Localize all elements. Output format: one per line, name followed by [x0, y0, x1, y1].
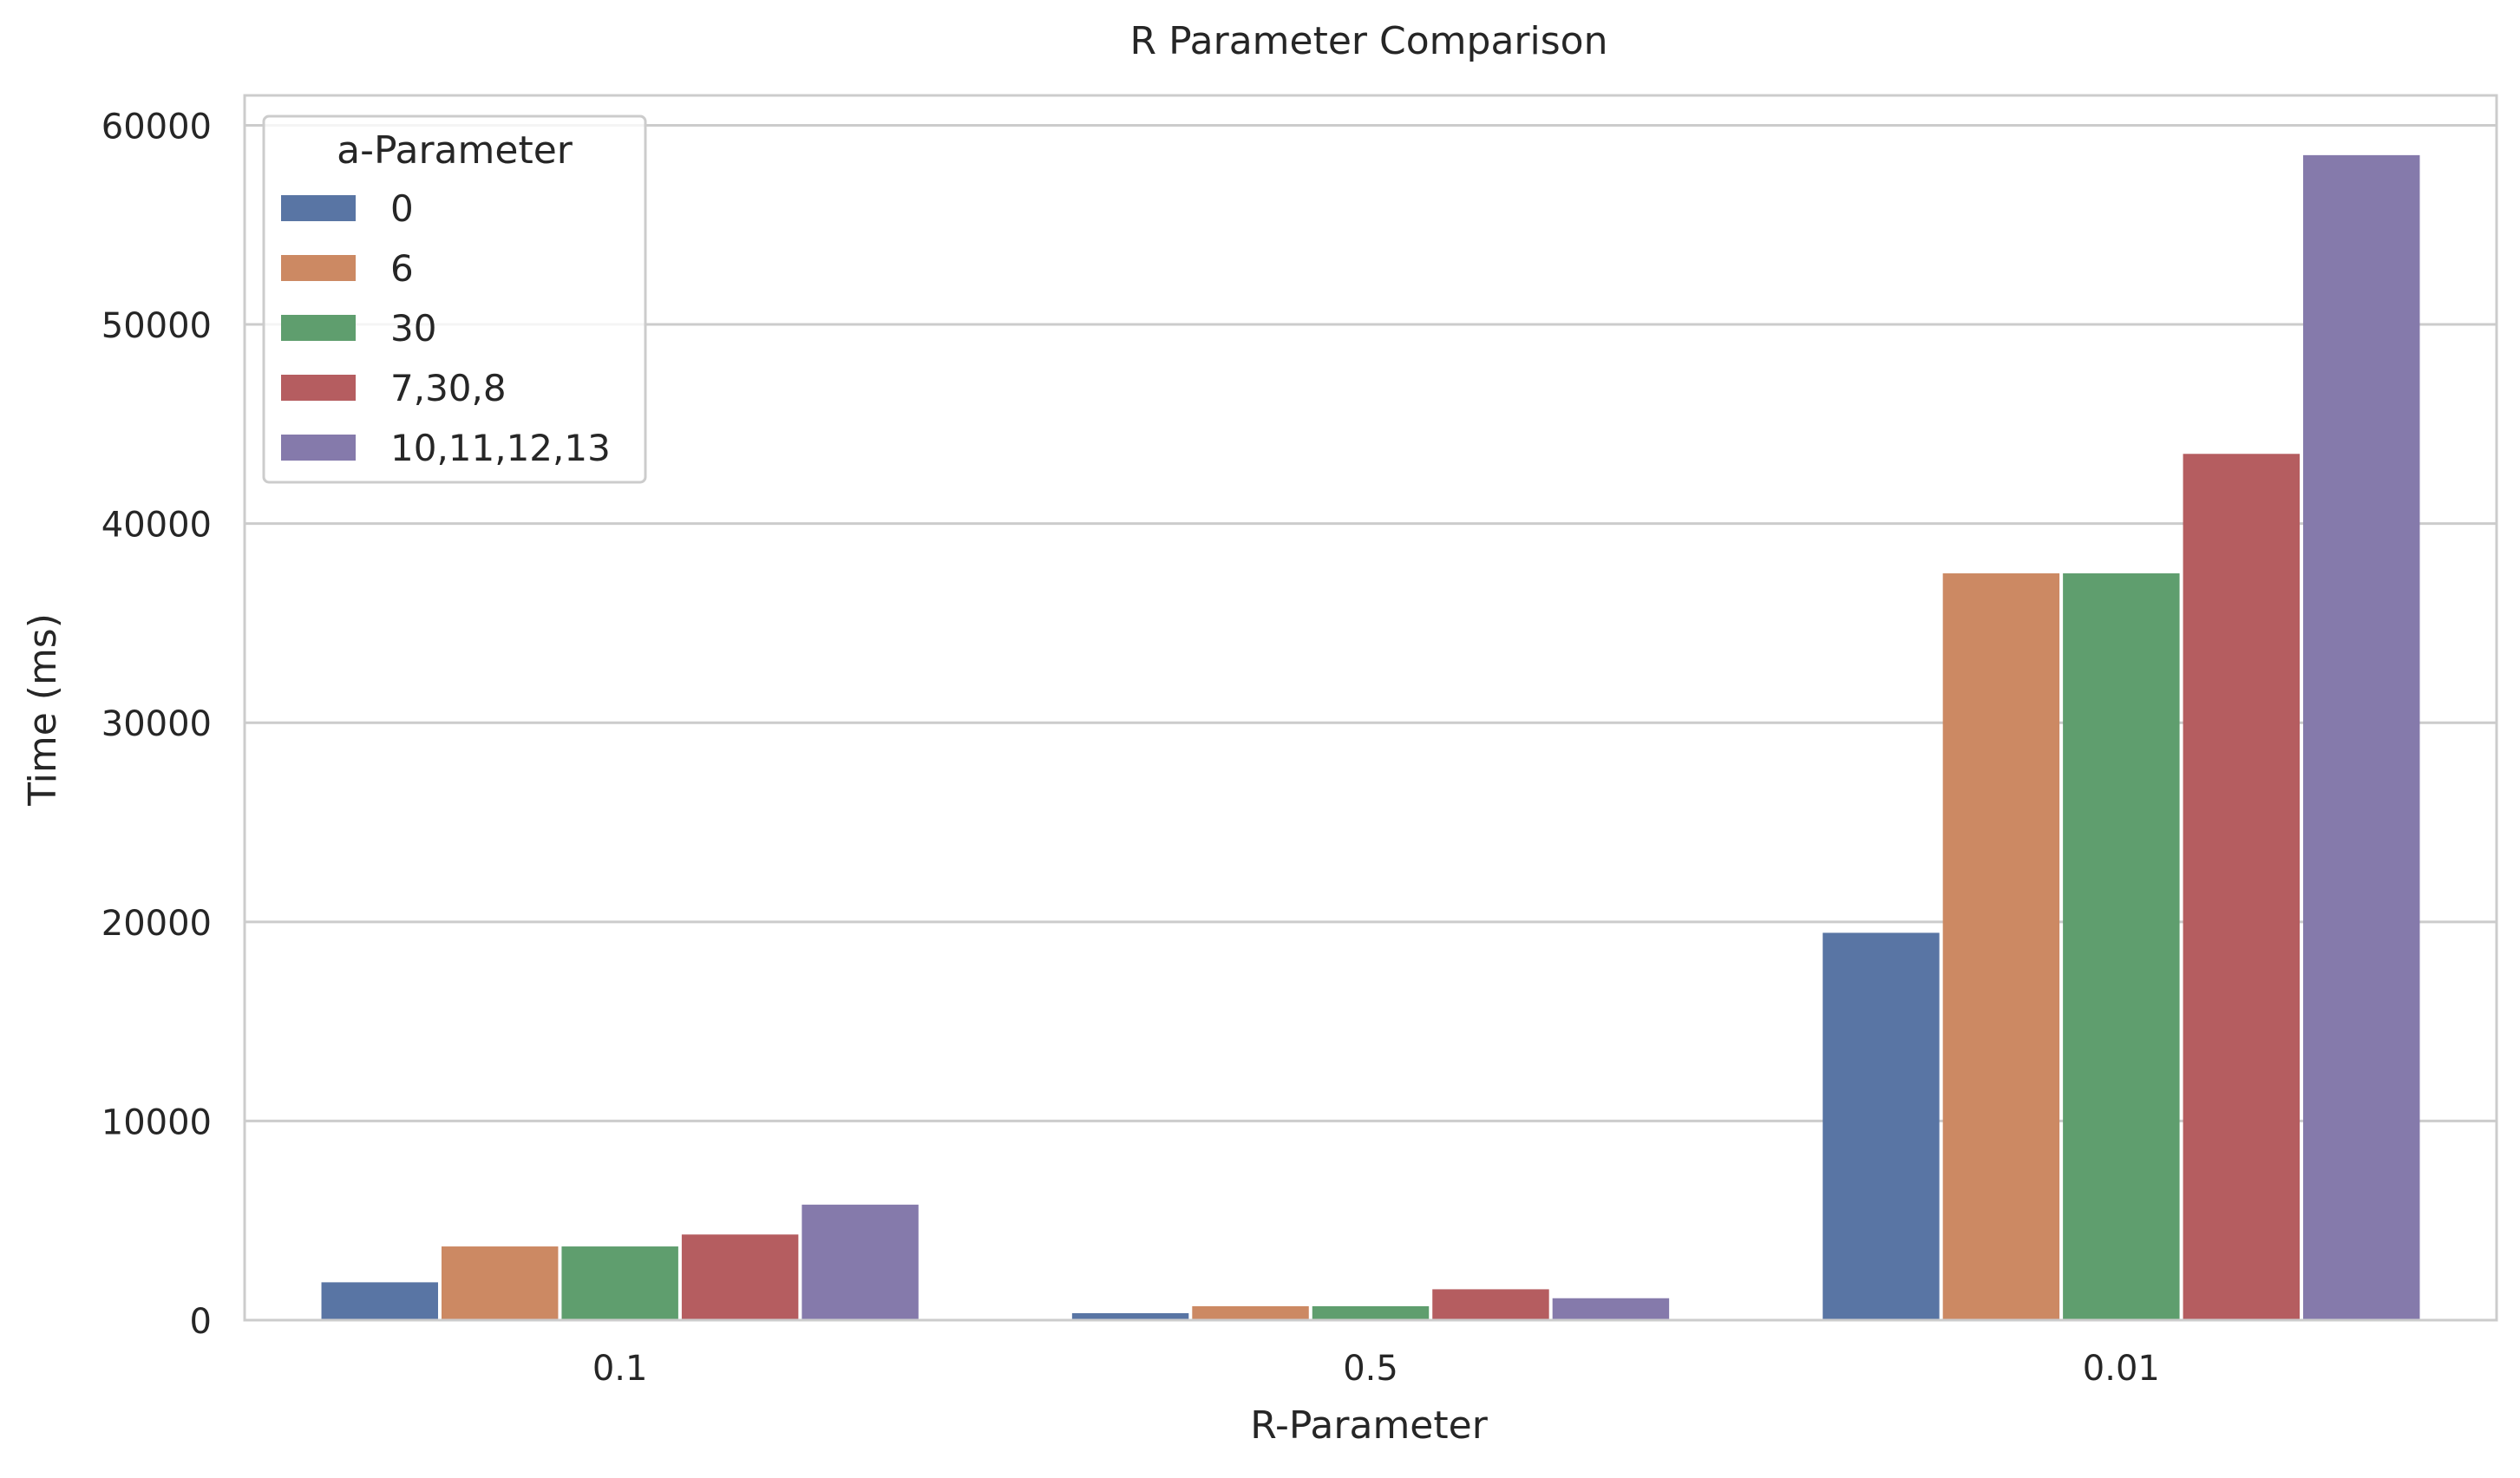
y-axis-label: Time (ms): [21, 613, 65, 807]
legend-swatch: [281, 435, 356, 461]
bar: [321, 1282, 438, 1320]
x-tick-label: 0.01: [2083, 1349, 2160, 1389]
bar: [1942, 573, 2060, 1320]
x-tick-labels: 0.1 0.5 0.01: [592, 1349, 2160, 1389]
y-tick-label: 0: [190, 1302, 212, 1342]
bar: [561, 1246, 678, 1320]
bar: [2183, 454, 2301, 1320]
x-axis-label: R-Parameter: [1250, 1403, 1488, 1448]
bar: [802, 1204, 919, 1320]
bar: [1071, 1312, 1189, 1320]
y-tick-label: 50000: [101, 306, 212, 346]
x-tick-label: 0.1: [592, 1349, 648, 1389]
y-tick-label: 30000: [101, 704, 212, 744]
legend-label: 7,30,8: [390, 367, 507, 409]
bar: [1312, 1305, 1430, 1320]
bar: [681, 1234, 799, 1320]
bar: [2303, 154, 2420, 1320]
legend: a-Parameter 0 6 30 7,30,8 10,11,12,13: [262, 114, 647, 484]
bar: [2063, 573, 2180, 1320]
x-tick-label: 0.5: [1343, 1349, 1398, 1389]
y-tick-labels: 0 10000 20000 30000 40000 50000 60000: [101, 107, 212, 1342]
y-tick-label: 20000: [101, 904, 212, 944]
bar: [1823, 932, 1940, 1320]
bar: [1552, 1298, 1670, 1320]
bars: [321, 154, 2420, 1320]
legend-swatch: [281, 255, 356, 281]
legend-title: a-Parameter: [337, 128, 573, 173]
bar: [441, 1246, 559, 1320]
y-tick-label: 40000: [101, 506, 212, 546]
legend-label: 30: [390, 307, 436, 350]
y-tick-label: 60000: [101, 107, 212, 147]
legend-swatch: [281, 315, 356, 341]
legend-label: 10,11,12,13: [390, 427, 611, 469]
y-tick-label: 10000: [101, 1102, 212, 1142]
legend-label: 6: [390, 247, 414, 290]
legend-swatch: [281, 375, 356, 401]
legend-swatch: [281, 195, 356, 221]
legend-items: 0 6 30 7,30,8 10,11,12,13: [281, 187, 611, 469]
bar: [1432, 1289, 1549, 1320]
bar: [1192, 1305, 1309, 1320]
legend-label: 0: [390, 187, 414, 230]
legend-box: [262, 114, 647, 484]
plot-frame: [243, 94, 2498, 1322]
chart-title: R Parameter Comparison: [1130, 19, 1608, 63]
